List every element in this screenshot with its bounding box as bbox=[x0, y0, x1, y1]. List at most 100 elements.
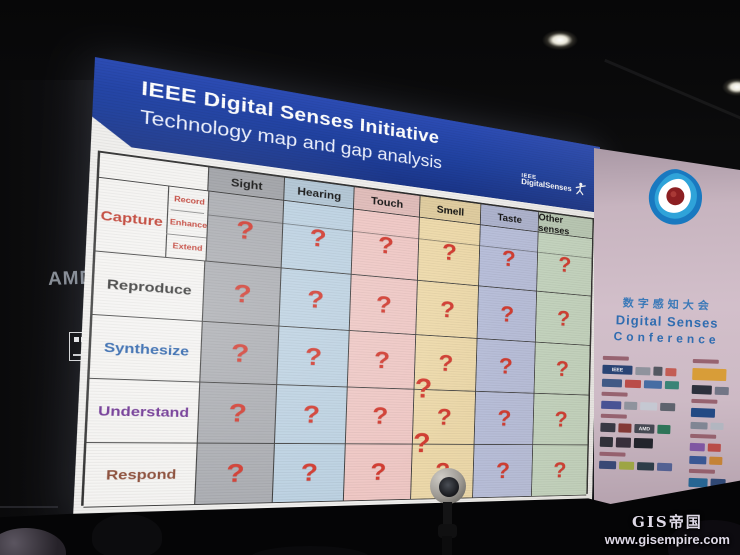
question-mark: ? bbox=[439, 296, 456, 323]
column-header-label: Hearing bbox=[297, 184, 342, 203]
table-cell: ? bbox=[476, 338, 536, 393]
sponsor-logo bbox=[688, 477, 708, 488]
ceiling-light bbox=[542, 30, 578, 50]
sponsor-logo-row bbox=[598, 460, 679, 472]
row-label-cell: Respond bbox=[83, 443, 199, 507]
sponsor-logo bbox=[624, 379, 642, 389]
sponsor-logo bbox=[664, 380, 680, 390]
table-cell: ? bbox=[195, 443, 275, 505]
table-cell: ? bbox=[351, 209, 420, 280]
sponsor-group-heading bbox=[692, 358, 719, 364]
column-header-label: Touch bbox=[370, 194, 404, 211]
question-mark: ? bbox=[499, 301, 515, 327]
question-mark: ? bbox=[369, 458, 387, 486]
row-label: Synthesize bbox=[103, 339, 190, 359]
sponsor-group-heading bbox=[602, 355, 629, 361]
digital-senses-conference-logo bbox=[648, 169, 703, 225]
sponsor-logo bbox=[691, 384, 712, 395]
webcam-stand bbox=[443, 502, 452, 526]
gap-question-mark: ? bbox=[414, 372, 433, 404]
audience-head-silhouette bbox=[92, 514, 162, 555]
row-label: Understand bbox=[97, 402, 190, 420]
sponsor-logo-row bbox=[601, 378, 682, 390]
sponsor-logo bbox=[710, 422, 724, 431]
column-header-label: Sight bbox=[230, 175, 263, 193]
table-cell: ? bbox=[532, 393, 589, 445]
sponsor-logo bbox=[709, 456, 723, 466]
table-cell: ? bbox=[349, 274, 418, 335]
webcam-stand-pole bbox=[442, 536, 452, 555]
sponsor-logo-row bbox=[688, 477, 734, 489]
table-cell: ? bbox=[477, 286, 537, 342]
table-cell: ? bbox=[415, 280, 480, 339]
sponsor-group-heading bbox=[690, 433, 717, 439]
sponsor-logo bbox=[707, 443, 721, 452]
question-mark: ? bbox=[304, 342, 323, 371]
sponsor-logo bbox=[665, 367, 677, 376]
sponsor-logo bbox=[643, 380, 663, 389]
capture-sublabel: Enhance bbox=[169, 217, 208, 231]
conference-title-en-2: Conference bbox=[613, 329, 720, 347]
question-mark: ? bbox=[438, 349, 454, 377]
dancing-figure-icon bbox=[575, 181, 586, 196]
row-label-cell: Synthesize bbox=[89, 314, 204, 382]
row-label: Respond bbox=[105, 466, 177, 483]
sponsor-logo: IEEE bbox=[602, 364, 633, 375]
question-mark: ? bbox=[300, 458, 319, 487]
table-cell: ? bbox=[200, 321, 280, 385]
sponsor-logo bbox=[690, 407, 716, 418]
table-cell: ? bbox=[347, 330, 416, 389]
table-cell: ? bbox=[203, 261, 282, 326]
question-mark: ? bbox=[555, 356, 570, 381]
sponsor-logo-row bbox=[601, 400, 681, 412]
sponsor-logo-row: AMD bbox=[600, 422, 680, 435]
capture-sublabel-cell: Extend bbox=[169, 234, 203, 260]
sponsor-logo bbox=[618, 461, 635, 470]
webcam bbox=[428, 468, 468, 555]
gap-question-mark: ? bbox=[412, 427, 431, 459]
sponsor-logo bbox=[615, 437, 632, 448]
sponsor-column: IEEE AMD bbox=[598, 355, 682, 487]
question-mark: ? bbox=[556, 305, 571, 331]
question-mark: ? bbox=[225, 458, 246, 488]
sponsor-logo bbox=[714, 386, 729, 395]
sponsor-logo bbox=[710, 478, 726, 489]
sponsor-logo bbox=[689, 455, 707, 465]
question-mark: ? bbox=[498, 353, 514, 379]
table-cell: ? bbox=[417, 217, 481, 286]
question-mark: ? bbox=[436, 403, 453, 430]
sponsor-logo-row bbox=[692, 367, 738, 382]
table-cell: ? bbox=[345, 387, 415, 444]
table-cell: ? bbox=[535, 291, 591, 346]
table-cell: ? bbox=[276, 326, 350, 387]
audience-head-silhouette bbox=[250, 546, 370, 555]
sponsor-logo-row bbox=[690, 407, 737, 419]
sponsor-logo bbox=[633, 437, 654, 449]
audience-head-silhouette bbox=[0, 528, 66, 555]
ceiling-light bbox=[722, 78, 740, 96]
table-cell: ? bbox=[198, 382, 277, 444]
sponsor-logo bbox=[618, 423, 632, 433]
sponsor-logo-row bbox=[691, 384, 738, 396]
table-cell: ? bbox=[272, 443, 346, 503]
question-mark: ? bbox=[371, 402, 389, 429]
sponsor-logo-row bbox=[599, 436, 680, 450]
sponsor-group-heading bbox=[600, 413, 627, 419]
question-mark: ? bbox=[230, 338, 250, 368]
question-mark: ? bbox=[495, 457, 511, 484]
table-cell: ? bbox=[205, 191, 285, 268]
question-mark: ? bbox=[375, 290, 393, 319]
sponsor-wall: IEEE AMD bbox=[598, 355, 738, 489]
question-mark: ? bbox=[227, 398, 248, 428]
sponsor-logo bbox=[601, 400, 622, 410]
table-cell: ? bbox=[536, 232, 593, 296]
sponsor-logo bbox=[690, 421, 708, 430]
table-cell: ? bbox=[274, 385, 348, 444]
sponsor-group-heading bbox=[601, 391, 628, 397]
row-label-cell: Capture bbox=[95, 177, 169, 257]
sponsor-logo bbox=[601, 378, 623, 388]
webcam-lens-icon bbox=[439, 477, 459, 497]
question-mark: ? bbox=[302, 400, 321, 429]
question-mark: ? bbox=[554, 406, 568, 432]
